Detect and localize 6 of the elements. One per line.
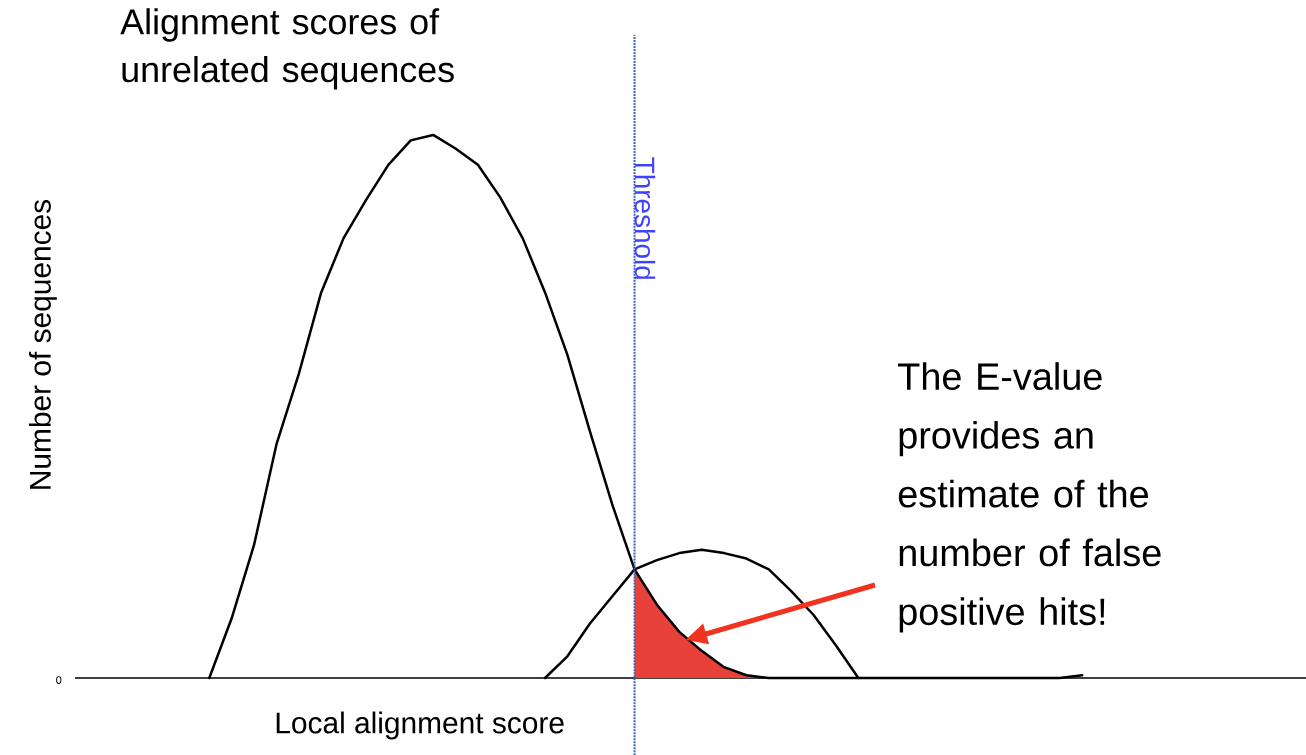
annotation: The E-value provides an estimate of the number of false positive hits!	[898, 362, 1161, 633]
y-axis-title: Number of sequences	[28, 199, 57, 489]
annotation: Threshold	[634, 157, 656, 279]
text: Alignment scores of unrelated sequences	[120, 8, 454, 90]
x-axis-title: Local alignment score	[276, 711, 564, 740]
text: 0	[56, 676, 62, 684]
